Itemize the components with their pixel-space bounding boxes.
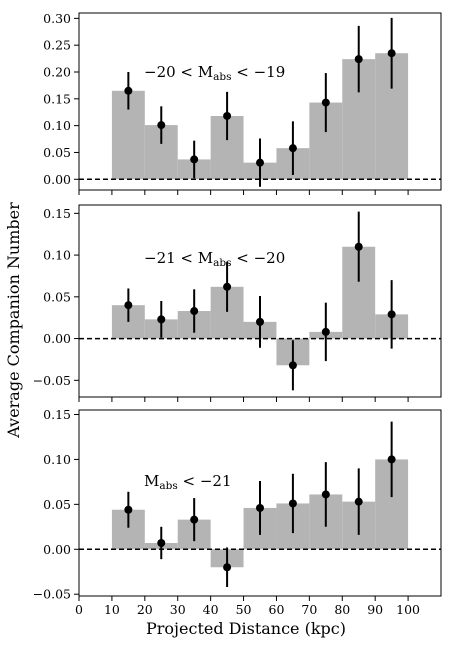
y-tick-label: 0.30	[43, 11, 71, 26]
y-tick-label: 0.10	[43, 452, 71, 467]
data-point-9	[387, 49, 396, 58]
data-point-4	[223, 111, 232, 120]
panel-frame	[78, 12, 442, 191]
panels: 0.000.050.100.150.200.250.30−20 < Mabs <…	[33, 11, 442, 617]
panel-2: −0.05 0.00 0.05 0.10 0.15 −21 < Mabs < −20	[33, 204, 442, 402]
panel-frame	[78, 409, 442, 597]
x-tick-label: 20	[137, 602, 153, 617]
data-point-5	[256, 503, 264, 512]
y-tick-label: 0.05	[43, 497, 71, 512]
y-tick-label: 0.15	[43, 407, 71, 422]
annotation: −20 < Mabs < −19	[144, 63, 285, 83]
data-point-8	[354, 242, 363, 251]
annotation-suffix: < −20	[232, 249, 286, 267]
annotation-suffix: < −21	[178, 472, 232, 490]
annotation-prefix: −20 < M	[144, 63, 213, 81]
x-tick-label: 0	[75, 602, 83, 617]
y-tick-label: −0.05	[33, 587, 71, 602]
y-tick-label: 0.15	[43, 91, 71, 106]
annotation-prefix: M	[144, 472, 159, 490]
x-tick-label: 90	[367, 602, 383, 617]
data-point-6	[288, 144, 297, 153]
data-point-4	[223, 563, 232, 572]
data-point-7	[321, 98, 330, 107]
panel-3: −0.05 0.00 0.05 0.10 0.15 0 10 20 30 40 50 60 70 80 90…	[33, 407, 442, 617]
annotation-prefix: −21 < M	[144, 249, 213, 267]
data-point-1	[124, 86, 133, 95]
data-point-3	[190, 155, 199, 164]
annotation-suffix: < −19	[232, 63, 286, 81]
x-tick-label: 40	[203, 602, 219, 617]
x-axis-label: Projected Distance (kpc)	[146, 619, 346, 638]
y-tick-label: 0.00	[43, 331, 71, 346]
data-point-1	[124, 301, 133, 310]
data-point-6	[288, 499, 297, 508]
y-tick-label: 0.05	[43, 145, 71, 160]
y-axis-label: Average Companion Number	[4, 202, 23, 439]
y-tick-label: 0.15	[43, 206, 71, 221]
annotation-subscript: abs	[213, 257, 231, 269]
y-tick-label: 0.00	[43, 172, 71, 187]
data-point-2	[157, 538, 166, 547]
data-point-3	[190, 307, 199, 316]
y-tick-label: 0.00	[43, 542, 71, 557]
data-point-6	[288, 361, 297, 370]
x-tick-label: 80	[334, 602, 350, 617]
data-point-5	[256, 158, 264, 167]
x-tick-label: 60	[269, 602, 285, 617]
data-point-2	[157, 315, 166, 324]
y-tick-label: 0.05	[43, 289, 71, 304]
x-tick-label: 10	[104, 602, 120, 617]
data-point-8	[354, 497, 363, 506]
y-tick-label: 0.10	[43, 248, 71, 263]
data-point-8	[354, 55, 363, 64]
data-point-9	[387, 310, 396, 319]
annotation: −21 < Mabs < −20	[144, 249, 285, 269]
annotation-subscript: abs	[159, 480, 177, 492]
data-point-7	[321, 327, 330, 336]
data-point-5	[256, 317, 264, 326]
x-tick-label: 100	[396, 602, 420, 617]
data-point-1	[124, 505, 133, 514]
data-point-7	[321, 490, 330, 499]
y-tick-label: 0.20	[43, 65, 71, 80]
data-point-4	[223, 282, 232, 291]
x-tick-label: 70	[301, 602, 317, 617]
data-point-3	[190, 515, 199, 524]
x-tick-label: 50	[236, 602, 252, 617]
y-tick-label: 0.10	[43, 118, 71, 133]
data-point-9	[387, 455, 396, 464]
data-point-2	[157, 121, 166, 130]
panel-1: 0.00 0.05 0.10 0.15 0.20 0.25 0.30 −20 < Mabs <…	[43, 11, 442, 195]
y-tick-label: 0.25	[43, 38, 71, 53]
x-tick-label: 30	[170, 602, 186, 617]
y-tick-label: −0.05	[33, 373, 71, 388]
annotation-subscript: abs	[213, 71, 231, 83]
panel-frame	[78, 204, 442, 398]
annotation: Mabs < −21	[144, 472, 232, 492]
